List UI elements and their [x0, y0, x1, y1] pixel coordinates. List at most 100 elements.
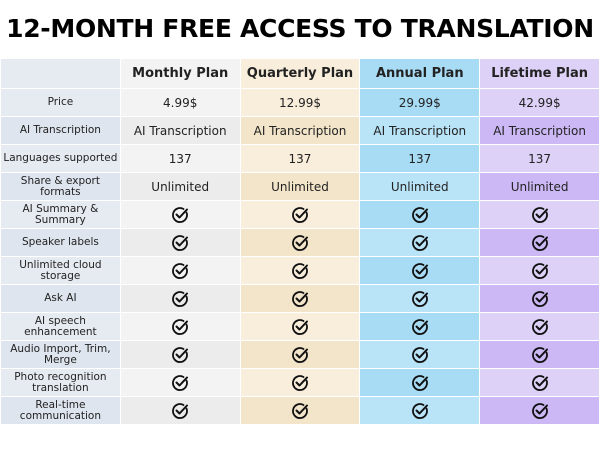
check-icon — [172, 318, 189, 335]
value-cell: 137 — [479, 144, 600, 173]
check-cell — [119, 368, 241, 397]
check-icon — [292, 346, 308, 363]
row-label: AI Transcription — [0, 116, 121, 145]
check-cell — [479, 256, 600, 285]
row-label: Price — [0, 88, 121, 117]
row-label: AI speech enhancement — [0, 312, 121, 341]
check-icon — [172, 346, 189, 363]
value-cell: 42.99$ — [479, 88, 600, 117]
check-cell — [119, 256, 241, 285]
table-row: Photo recognition translation — [0, 368, 600, 397]
check-icon — [292, 206, 308, 223]
pricing-table: Monthly Plan Quarterly Plan Annual Plan Lif… — [0, 58, 600, 425]
title: 12-MONTH FREE ACCESS TO TRANSLATION — [6, 14, 594, 43]
column-header: Monthly Plan — [119, 58, 241, 89]
row-label: Share & export formats — [0, 172, 121, 201]
check-cell — [239, 256, 361, 285]
check-cell — [479, 368, 600, 397]
check-icon — [411, 206, 428, 223]
row-label: Ask AI — [0, 284, 121, 313]
row-label: Languages supported — [0, 144, 121, 173]
row-label: Audio Import, Trim, Merge — [0, 340, 121, 369]
row-label: Photo recognition translation — [0, 368, 121, 397]
check-cell — [479, 340, 600, 369]
check-icon — [531, 318, 548, 335]
check-cell — [359, 200, 481, 229]
value-cell: 4.99$ — [119, 88, 241, 117]
check-icon — [531, 374, 548, 391]
check-icon — [531, 206, 548, 223]
check-icon — [292, 262, 308, 279]
check-icon — [411, 346, 428, 363]
table-row: AI speech enhancement — [0, 312, 600, 341]
column-header: Lifetime Plan — [479, 58, 600, 89]
check-icon — [292, 290, 308, 307]
table-row: AI Transcription AI Transcription AI Trans… — [0, 116, 600, 145]
check-cell — [119, 396, 241, 425]
check-cell — [239, 228, 361, 257]
check-icon — [411, 234, 428, 251]
check-icon — [172, 402, 189, 419]
check-cell — [359, 228, 481, 257]
value-cell: AI Transcription — [479, 116, 600, 145]
value-cell: 12.99$ — [239, 88, 361, 117]
check-icon — [411, 290, 428, 307]
row-label: Real-time communication — [0, 396, 121, 425]
table-row: Share & export formats Unlimited Unlimited… — [0, 172, 600, 201]
value-cell: 137 — [119, 144, 241, 173]
table-row: Languages supported 137 137 137 137 — [0, 144, 600, 173]
value-cell: 137 — [359, 144, 481, 173]
check-icon — [172, 206, 189, 223]
row-label: AI Summary & Summary — [0, 200, 121, 229]
corner-cell — [0, 58, 121, 89]
check-cell — [359, 368, 481, 397]
table-row: Audio Import, Trim, Merge — [0, 340, 600, 369]
value-cell: AI Transcription — [239, 116, 361, 145]
check-icon — [292, 402, 308, 419]
check-cell — [359, 396, 481, 425]
check-icon — [531, 346, 548, 363]
check-cell — [239, 312, 361, 341]
check-cell — [479, 200, 600, 229]
check-icon — [411, 402, 428, 419]
check-cell — [359, 256, 481, 285]
check-icon — [531, 290, 548, 307]
value-cell: Unlimited — [239, 172, 361, 201]
value-cell: Unlimited — [479, 172, 600, 201]
check-cell — [479, 312, 600, 341]
check-cell — [359, 284, 481, 313]
row-label: Unlimited cloud storage — [0, 256, 121, 285]
check-icon — [172, 290, 189, 307]
check-cell — [119, 228, 241, 257]
check-cell — [119, 312, 241, 341]
value-cell: 29.99$ — [359, 88, 481, 117]
check-cell — [479, 284, 600, 313]
header-row: Monthly Plan Quarterly Plan Annual Plan Lif… — [0, 58, 600, 89]
table-row: Unlimited cloud storage — [0, 256, 600, 285]
check-icon — [531, 234, 548, 251]
check-cell — [479, 228, 600, 257]
value-cell: Unlimited — [359, 172, 481, 201]
row-label: Speaker labels — [0, 228, 121, 257]
check-icon — [411, 374, 428, 391]
check-cell — [239, 368, 361, 397]
check-icon — [292, 318, 308, 335]
check-icon — [172, 374, 189, 391]
check-icon — [411, 262, 428, 279]
check-cell — [239, 200, 361, 229]
table-row: Real-time communication — [0, 396, 600, 425]
value-cell: 137 — [239, 144, 361, 173]
table-row: AI Summary & Summary — [0, 200, 600, 229]
table-row: Price 4.99$ 12.99$ 29.99$ 42.99$ — [0, 88, 600, 117]
check-icon — [172, 262, 189, 279]
value-cell: Unlimited — [119, 172, 241, 201]
column-header: Annual Plan — [359, 58, 481, 89]
check-icon — [411, 318, 428, 335]
check-cell — [239, 396, 361, 425]
value-cell: AI Transcription — [119, 116, 241, 145]
check-icon — [531, 402, 548, 419]
table-row: Ask AI — [0, 284, 600, 313]
check-cell — [359, 312, 481, 341]
check-cell — [239, 340, 361, 369]
